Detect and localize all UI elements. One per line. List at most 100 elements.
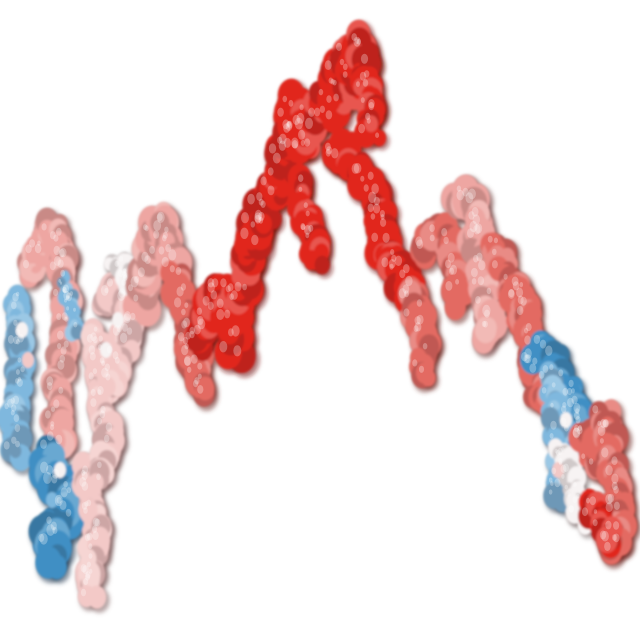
surface-highlight — [62, 288, 65, 293]
surface-highlight — [567, 492, 571, 497]
surface-highlight — [89, 352, 96, 361]
surface-highlight — [549, 364, 554, 371]
surface-highlight — [443, 236, 449, 245]
surface-highlight — [55, 434, 63, 445]
surface-highlight — [402, 284, 410, 294]
surface-highlight — [190, 354, 198, 364]
surface-highlight — [373, 203, 381, 214]
surface-atom — [87, 585, 107, 609]
surface-highlight — [560, 417, 567, 427]
surface-highlight — [314, 107, 321, 117]
surface-highlight — [81, 481, 89, 491]
surface-highlight — [308, 107, 315, 117]
surface-highlight — [234, 281, 242, 292]
surface-highlight — [65, 508, 72, 517]
surface-highlight — [11, 301, 17, 310]
surface-highlight — [554, 478, 561, 488]
surface-highlight — [46, 516, 52, 525]
surface-atom — [9, 332, 29, 356]
surface-highlight — [230, 290, 238, 300]
surface-highlight — [593, 509, 598, 514]
surface-highlight — [471, 278, 477, 285]
surface-highlight — [613, 521, 620, 530]
surface-highlight — [367, 203, 374, 213]
surface-atom — [70, 324, 84, 340]
surface-highlight — [611, 456, 618, 466]
surface-highlight — [429, 224, 435, 233]
surface-atom — [61, 270, 70, 280]
surface-highlight — [20, 366, 25, 373]
surface-highlight — [331, 148, 339, 159]
surface-highlight — [227, 283, 234, 292]
surface-highlight — [468, 211, 475, 220]
surface-highlight — [88, 553, 93, 559]
surface-highlight — [550, 481, 554, 486]
surface-highlight — [375, 132, 380, 138]
surface-highlight — [524, 335, 531, 345]
surface-highlight — [220, 278, 227, 288]
surface-highlight — [260, 176, 267, 186]
surface-highlight — [106, 345, 113, 354]
surface-highlight — [465, 192, 474, 204]
surface-highlight — [503, 273, 508, 280]
surface-highlight — [90, 388, 96, 397]
surface-highlight — [82, 565, 89, 575]
surface-highlight — [581, 453, 586, 460]
surface-highlight — [46, 382, 53, 391]
surface-highlight — [360, 97, 365, 103]
surface-highlight — [57, 343, 62, 349]
surface-highlight — [50, 424, 55, 431]
surface-highlight — [455, 279, 460, 285]
surface-highlight — [475, 296, 481, 304]
surface-highlight — [85, 573, 91, 581]
surface-highlight — [231, 325, 240, 337]
surface-highlight — [441, 228, 448, 237]
surface-highlight — [15, 440, 20, 448]
surface-highlight — [283, 137, 291, 148]
surface-highlight — [60, 269, 66, 277]
surface-highlight — [390, 249, 395, 255]
surface-atom — [314, 255, 330, 275]
surface-highlight — [56, 313, 62, 321]
surface-highlight — [57, 259, 64, 268]
surface-highlight — [562, 387, 569, 396]
surface-highlight — [305, 210, 310, 217]
surface-highlight — [67, 295, 70, 299]
surface-atom — [88, 473, 104, 492]
surface-highlight — [23, 259, 29, 269]
surface-highlight — [92, 531, 99, 540]
surface-highlight — [517, 295, 524, 305]
surface-highlight — [45, 410, 51, 419]
surface-highlight — [592, 519, 598, 527]
surface-highlight — [86, 532, 93, 541]
surface-highlight — [445, 281, 453, 291]
surface-highlight — [3, 441, 10, 450]
surface-highlight — [533, 334, 541, 344]
surface-highlight — [114, 356, 120, 364]
surface-highlight — [196, 307, 202, 315]
surface-highlight — [415, 236, 423, 247]
surface-highlight — [98, 335, 103, 342]
surface-highlight — [471, 267, 478, 278]
surface-highlight — [211, 278, 219, 288]
surface-highlight — [216, 298, 224, 309]
surface-highlight — [49, 261, 56, 271]
surface-highlight — [318, 88, 324, 96]
surface-highlight — [73, 307, 76, 312]
surface-highlight — [13, 336, 19, 345]
surface-highlight — [92, 368, 98, 375]
surface-highlight — [174, 297, 182, 308]
surface-highlight — [388, 259, 396, 269]
surface-highlight — [116, 325, 122, 333]
surface-highlight — [119, 256, 124, 262]
surface-atom — [372, 129, 387, 147]
surface-highlight — [272, 152, 281, 164]
surface-highlight — [99, 410, 106, 419]
surface-highlight — [66, 306, 70, 311]
surface-highlight — [524, 327, 529, 334]
surface-highlight — [561, 474, 565, 479]
surface-highlight — [487, 235, 493, 243]
surface-highlight — [251, 234, 259, 246]
surface-highlight — [10, 410, 15, 416]
surface-highlight — [149, 245, 156, 254]
